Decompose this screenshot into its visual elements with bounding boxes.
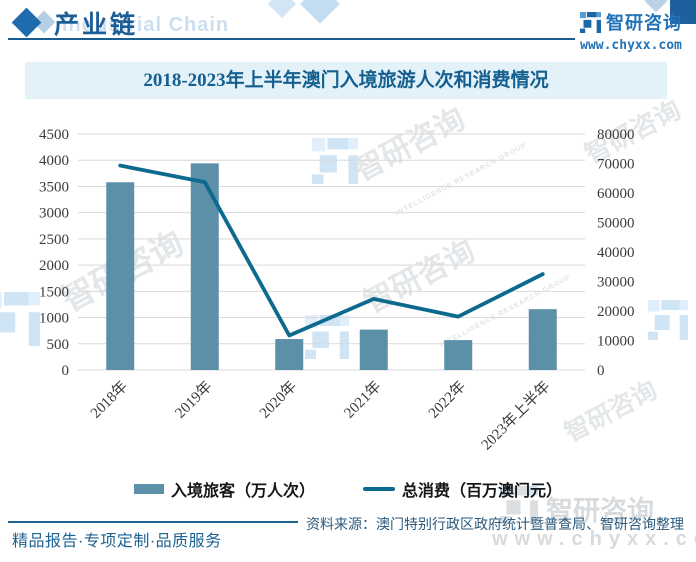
brand-name: 智研咨询 — [606, 13, 682, 33]
left-axis-tick-label: 3500 — [39, 179, 69, 195]
right-axis-tick-label: 20000 — [597, 304, 635, 320]
left-axis-tick-label: 500 — [47, 337, 70, 353]
chart-legend: 入境旅客（万人次） 总消费（百万澳门元） — [0, 477, 696, 501]
x-axis-label: 2023年上半年 — [478, 378, 554, 454]
right-axis-tick-label: 70000 — [597, 157, 635, 173]
header-divider — [8, 38, 575, 40]
x-axis-label: 2019年 — [172, 378, 216, 422]
left-axis-tick-label: 4500 — [39, 127, 69, 143]
bar-2023年上半年 — [528, 309, 557, 370]
decorative-diamond — [300, 0, 340, 24]
combo-chart: 0 500 1000 1500 2000 2500 3000 3500 4000 4500 0 100… — [39, 127, 635, 454]
bar-2018年 — [106, 182, 135, 370]
data-source-note: 资料来源：澳门特别行政区政府统计暨普查局、智研咨询整理 — [306, 516, 684, 532]
consumption-line — [118, 163, 545, 338]
right-axis-tick-label: 30000 — [597, 275, 635, 291]
legend-item-consumption: 总消费（百万澳门元） — [363, 477, 562, 501]
legend-label-visitors: 入境旅客（万人次） — [170, 483, 315, 500]
legend-label-consumption: 总消费（百万澳门元） — [402, 483, 563, 500]
left-axis-tick-label: 2500 — [39, 232, 69, 248]
bar-2020年 — [275, 339, 304, 370]
corner-logo-fragment — [670, 0, 696, 24]
left-axis-tick-label: 3000 — [39, 206, 69, 222]
x-axis-label: 2020年 — [256, 378, 300, 422]
right-axis-tick-label: 10000 — [597, 334, 635, 350]
legend-item-visitors: 入境旅客（万人次） — [133, 477, 315, 501]
brand-block: 智研咨询 www.chyxx.com — [580, 9, 682, 53]
section-diamond-icon — [10, 6, 60, 42]
x-axis-label: 2018年 — [87, 378, 131, 422]
brand-logo-icon — [580, 11, 601, 33]
chart-title: 2018-2023年上半年澳门入境旅游人次和消费情况 — [143, 70, 549, 91]
brand-url: www.chyxx.com — [580, 38, 682, 53]
right-axis-tick-label: 0 — [597, 363, 605, 379]
footer-tagline: 精品报告·专项定制·品质服务 — [12, 533, 222, 550]
left-axis-tick-label: 2000 — [39, 258, 69, 274]
right-axis-tick-label: 80000 — [597, 127, 635, 143]
x-axis-label: 2022年 — [425, 378, 469, 422]
left-axis-tick-label: 4000 — [39, 153, 69, 169]
right-axis-tick-label: 40000 — [597, 245, 635, 261]
chart-title-band: 2018-2023年上半年澳门入境旅游人次和消费情况 — [25, 62, 667, 99]
right-axis-tick-label: 60000 — [597, 186, 635, 202]
bar-series-swatch — [133, 484, 164, 494]
left-axis-tick-label: 1000 — [39, 311, 69, 327]
line-series-swatch — [363, 487, 395, 491]
footer-divider — [8, 521, 298, 523]
left-axis-tick-label: 1500 — [39, 284, 69, 300]
x-axis-label: 2021年 — [341, 378, 385, 422]
decorative-diamond — [267, 0, 297, 19]
left-axis-tick-label: 0 — [62, 363, 70, 379]
section-label: 产业链 — [54, 11, 139, 39]
right-axis-tick-label: 50000 — [597, 216, 635, 232]
bar-2019年 — [190, 163, 219, 370]
bar-2021年 — [359, 329, 388, 370]
section-label-en-watermark: Industrial Chain — [62, 14, 230, 36]
diamond-icon-dark — [11, 7, 42, 38]
bar-2022年 — [444, 340, 473, 370]
